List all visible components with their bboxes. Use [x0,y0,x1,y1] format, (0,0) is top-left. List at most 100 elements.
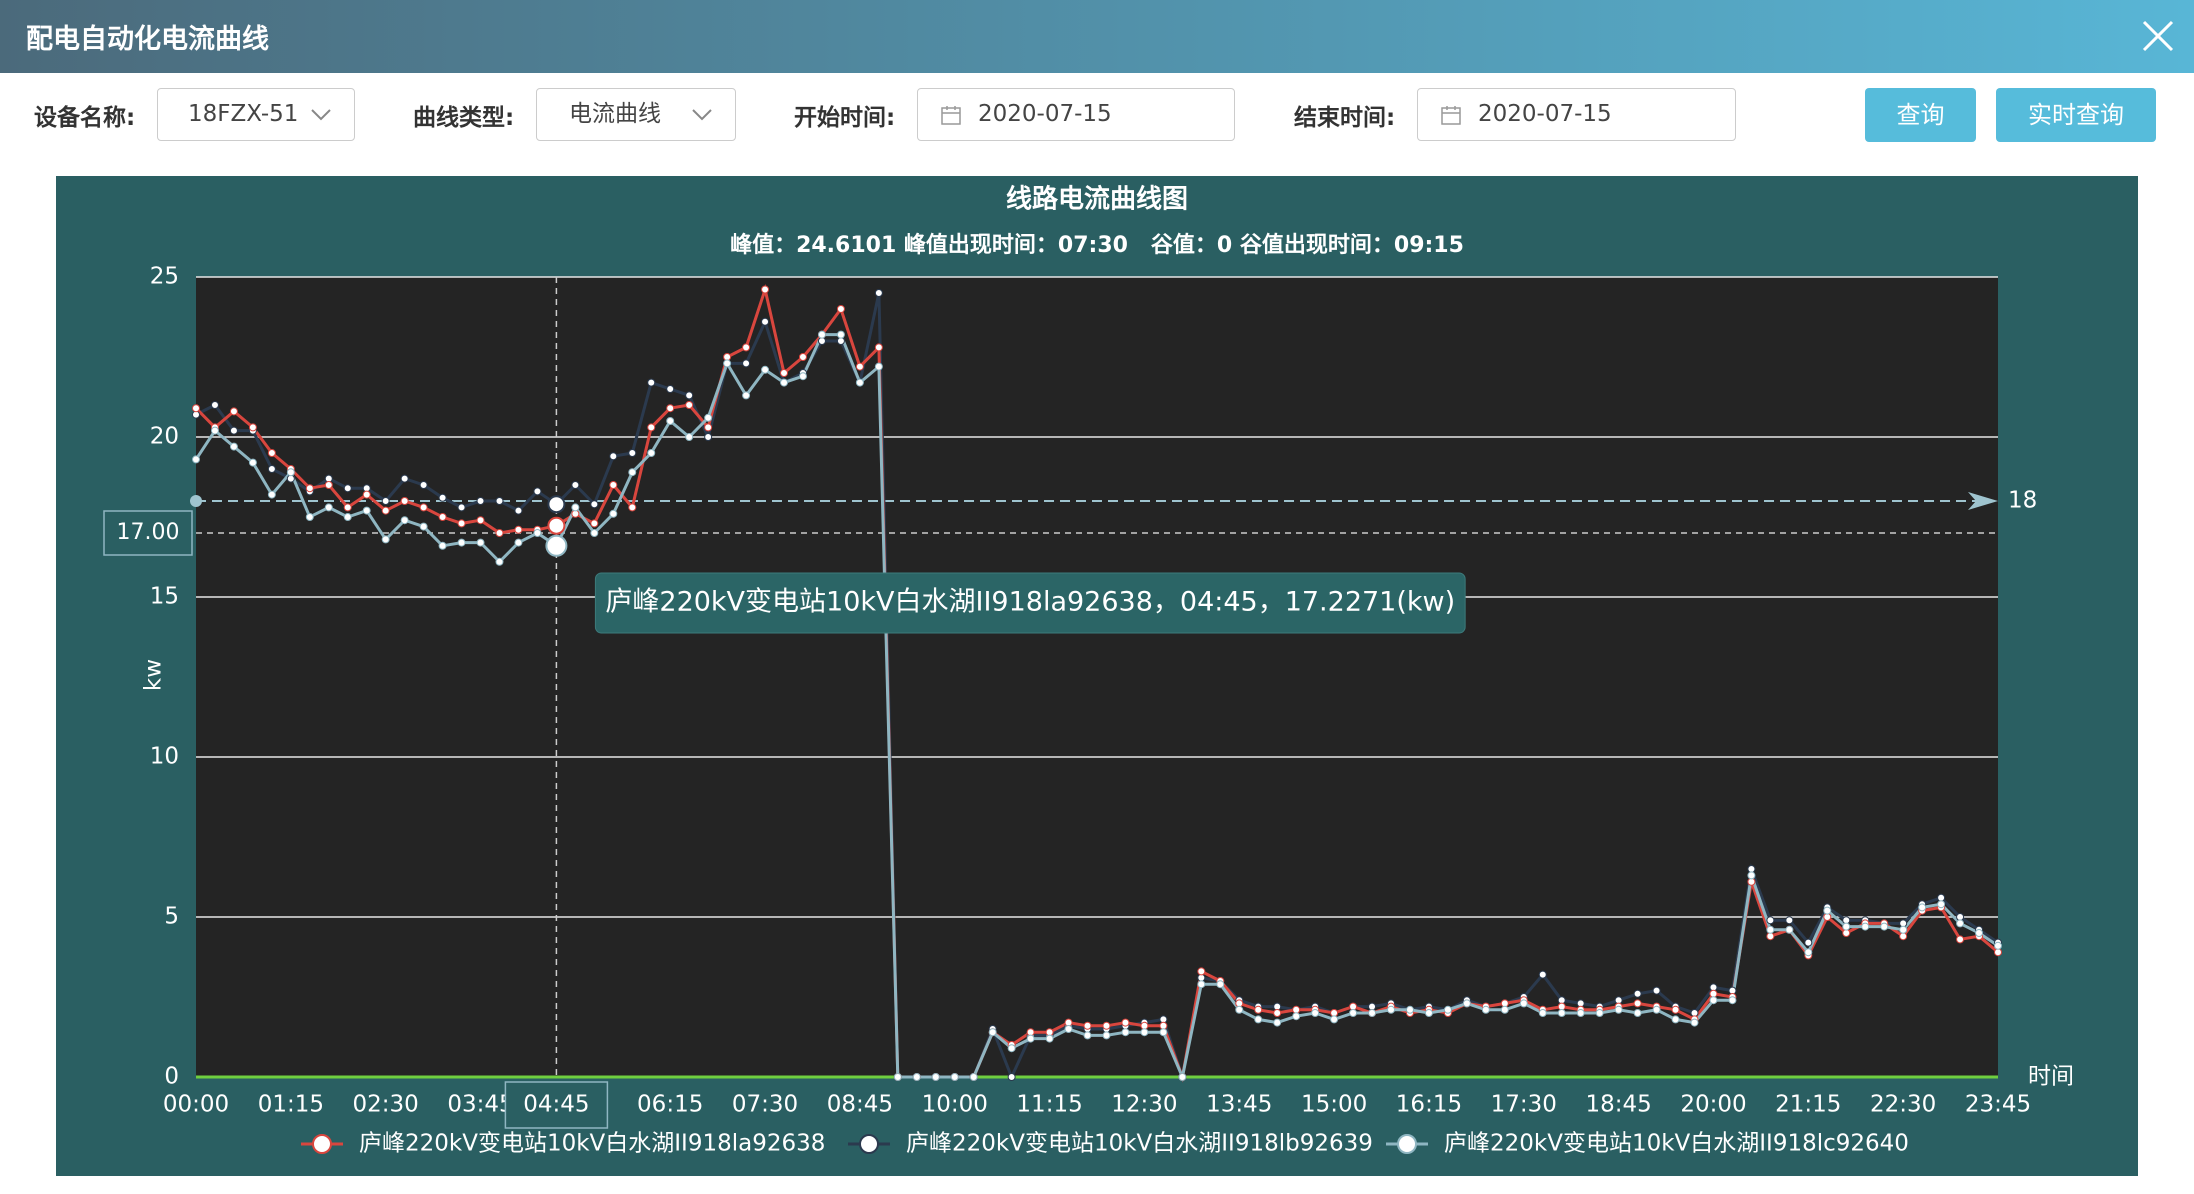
data-point [1254,1015,1263,1024]
data-point [1633,1009,1642,1017]
data-point [742,391,751,400]
data-point [514,525,523,534]
data-point [874,362,883,371]
input-value: 2020-07-15 [1478,101,1612,127]
realtime-query-button[interactable]: 实时查询 [1996,88,2156,142]
dialog-title: 配电自动化电流曲线 [26,24,269,55]
data-point [609,481,618,489]
data-point [1083,1021,1092,1030]
data-point [666,417,675,425]
data-point [874,343,883,352]
x-tick-label: 00:00 [163,1092,229,1118]
data-point [457,519,466,528]
curve-type-select[interactable]: 电流曲线 [536,88,736,141]
data-point [1595,1009,1604,1017]
data-point [419,503,428,512]
data-point [723,359,732,368]
legend-label: 庐峰220kV变电站10kV白水湖II918la92638 [359,1131,825,1157]
data-point [1519,999,1528,1008]
data-point [1045,1034,1054,1043]
data-point [950,1073,959,1081]
data-point [514,538,523,547]
axis-pointer-y-box [103,510,193,556]
data-point [742,359,751,368]
y-axis-title: kw [141,659,167,691]
data-point [704,433,713,441]
data-point [362,506,371,515]
data-point [647,449,656,457]
data-point [476,497,485,505]
end-date-input[interactable]: 2020-07-15 [1417,88,1736,141]
data-point [419,522,428,531]
x-tick-label: 16:15 [1396,1092,1462,1118]
data-point [1443,1005,1452,1014]
close-button[interactable] [2136,14,2180,58]
data-point [1538,1009,1547,1017]
y-tick-label: 20 [150,424,179,450]
data-point [628,468,637,477]
data-point [1956,919,1965,928]
field-label: 设备名称: [34,105,136,131]
x-tick-label: 22:30 [1870,1092,1936,1118]
data-point [1159,1028,1168,1037]
y-tick-label: 25 [150,264,179,290]
data-point [1405,1005,1414,1014]
data-point [1007,1073,1016,1081]
data-point [1197,980,1206,989]
data-point [836,330,845,339]
data-point [248,423,257,432]
data-point [210,401,219,409]
data-point [457,538,466,547]
x-tick-label: 07:30 [732,1092,798,1118]
data-point [1728,996,1737,1005]
data-point [628,503,637,512]
start-date-input[interactable]: 2020-07-15 [917,88,1235,141]
data-point [362,490,371,499]
data-point [229,442,238,451]
data-point [1576,1009,1585,1017]
x-tick-label: 15:00 [1301,1092,1367,1118]
data-point [192,404,200,413]
data-point [476,516,485,525]
x-axis-title: 时间 [2028,1064,2074,1090]
data-point [1671,1015,1680,1024]
data-point [1254,1005,1263,1014]
data-point [495,497,504,505]
query-button[interactable]: 查询 [1865,88,1976,142]
data-point [1500,1005,1509,1014]
data-point [547,495,566,514]
x-tick-label: 17:30 [1491,1092,1557,1118]
data-point [1804,948,1813,957]
data-point [267,449,276,457]
axis-pointer-x-box [504,1081,609,1129]
data-point [1652,1005,1661,1014]
select-value: 18FZX-51 [188,101,299,127]
x-tick-label: 08:45 [827,1092,893,1118]
data-point [1633,999,1642,1008]
x-tick-label: 06:15 [637,1092,703,1118]
device-select[interactable]: 18FZX-51 [157,88,355,141]
data-point [780,378,789,387]
y-tick-label: 0 [164,1064,179,1090]
data-point [545,534,568,557]
data-point [495,529,504,537]
data-point [1614,1005,1623,1014]
data-point [855,362,864,371]
data-point [1747,871,1756,880]
data-point [704,413,713,422]
data-point [780,369,789,377]
data-point [1975,929,1984,937]
data-point [495,557,504,566]
dialog-header: 配电自动化电流曲线 [0,0,2194,73]
data-point [628,449,637,457]
data-point [666,404,675,413]
data-point [343,503,352,512]
data-point [1273,1018,1282,1027]
x-tick-label: 03:45 [447,1092,513,1118]
x-tick-label: 01:15 [258,1092,324,1118]
y-tick-label: 15 [150,584,179,610]
data-point [476,538,485,547]
data-point [1785,925,1794,934]
data-point [1178,1073,1187,1081]
data-point [286,468,295,477]
